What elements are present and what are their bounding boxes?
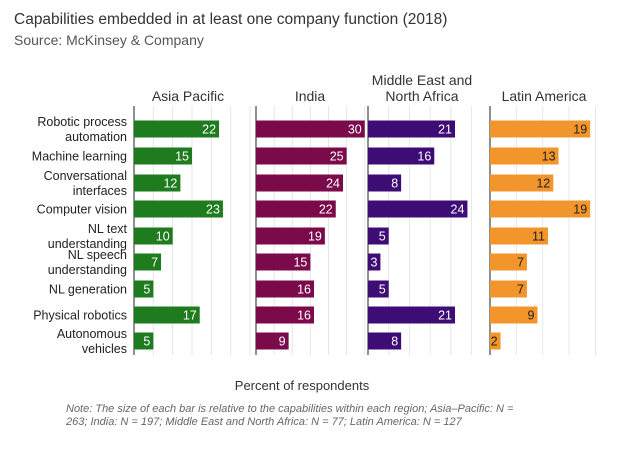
- panel-title: India: [295, 88, 326, 104]
- bar-value-label: 9: [528, 309, 535, 323]
- bar-value-label: 19: [308, 230, 322, 244]
- bar-value-label: 7: [517, 283, 524, 297]
- panel-title: Asia Pacific: [152, 88, 224, 104]
- bar: [368, 174, 402, 192]
- bar-value-label: 16: [417, 150, 431, 164]
- panel-title: Latin America: [502, 88, 587, 104]
- bar-value-label: 21: [438, 123, 452, 137]
- bar-value-label: 2: [491, 335, 498, 349]
- category-label: Physical robotics: [33, 309, 127, 323]
- panel-2: Middle East and North Africa 21 16 8 24 535 21 8: [367, 72, 472, 355]
- bar: [368, 147, 435, 165]
- bar-value-label: 5: [143, 335, 150, 349]
- bar: [490, 147, 559, 165]
- bar: [368, 280, 389, 298]
- footnote-line: Note: The size of each bar is relative t…: [66, 403, 514, 415]
- bar: [368, 332, 402, 350]
- bar: [490, 306, 538, 324]
- bar: [134, 120, 220, 138]
- category-label: Robotic process automation: [37, 115, 127, 144]
- bar-value-label: 11: [532, 230, 545, 244]
- bar: [134, 227, 173, 245]
- bar-value-label: 9: [279, 335, 286, 349]
- bar: [256, 280, 314, 298]
- bar: [134, 253, 162, 271]
- bar: [256, 253, 311, 271]
- bar-value-label: 5: [379, 230, 386, 244]
- bar: [368, 120, 455, 138]
- bar-value-label: 17: [183, 309, 197, 323]
- bar: [256, 332, 289, 350]
- bar-value-label: 12: [163, 177, 177, 191]
- bar-value-label: 15: [293, 256, 307, 270]
- bar-value-label: 12: [536, 177, 550, 191]
- bar-value-label: 24: [326, 177, 340, 191]
- bar-value-label: 23: [206, 203, 220, 217]
- bar: [256, 120, 365, 138]
- bar: [134, 147, 192, 165]
- bar: [256, 227, 325, 245]
- bar: [490, 332, 501, 350]
- bar: [256, 200, 336, 218]
- panel-title: Middle East and North Africa: [372, 72, 472, 104]
- bar-value-label: 15: [175, 150, 189, 164]
- bar: [490, 280, 527, 298]
- chart-subtitle: Source: McKinsey & Company: [14, 32, 204, 48]
- bar: [490, 200, 591, 218]
- category-label: NL speech understanding: [48, 248, 127, 277]
- chart-title: Capabilities embedded in at least one co…: [14, 11, 447, 28]
- bar: [490, 227, 548, 245]
- bar: [368, 200, 468, 218]
- bar: [256, 147, 347, 165]
- bar-value-label: 22: [202, 123, 216, 137]
- category-label: Conversational interfaces: [44, 169, 127, 198]
- bar-value-label: 19: [573, 203, 587, 217]
- x-axis-label: Percent of respondents: [235, 378, 370, 393]
- footnote: Note: The size of each bar is relative t…: [65, 403, 514, 428]
- bar-value-label: 30: [348, 123, 362, 137]
- bar: [134, 306, 200, 324]
- bar-value-label: 19: [573, 123, 587, 137]
- category-labels: Robotic process automation Machine learnin…: [32, 115, 128, 356]
- bar-value-label: 10: [156, 230, 170, 244]
- bar-value-label: 5: [379, 283, 386, 297]
- bar-value-label: 16: [297, 283, 311, 297]
- panels: Asia Pacific221512231075175India30252422…: [133, 72, 596, 355]
- bar: [134, 200, 223, 218]
- bar: [490, 120, 591, 138]
- bar: [368, 253, 381, 271]
- bar: [368, 306, 455, 324]
- bar: [368, 227, 389, 245]
- category-label: Autonomous vehicles: [57, 327, 127, 356]
- bar: [134, 280, 154, 298]
- category-label: Computer vision: [37, 203, 127, 217]
- category-label: Machine learning: [32, 150, 127, 164]
- bar: [490, 253, 527, 271]
- bar-value-label: 7: [517, 256, 524, 270]
- footnote-line: 263; India: N = 197; Middle East and Nor…: [65, 416, 463, 428]
- bar: [134, 332, 154, 350]
- bar-value-label: 21: [438, 309, 452, 323]
- bar: [256, 174, 343, 192]
- bar-value-label: 25: [330, 150, 344, 164]
- bar-value-label: 8: [391, 335, 398, 349]
- bar-value-label: 13: [542, 150, 556, 164]
- bar-value-label: 16: [297, 309, 311, 323]
- bar-value-label: 24: [451, 203, 465, 217]
- bar-value-label: 8: [391, 177, 398, 191]
- bar: [256, 306, 314, 324]
- bar-value-label: 22: [319, 203, 333, 217]
- bar-value-label: 7: [151, 256, 158, 270]
- bar-value-label: 3: [370, 256, 377, 270]
- bar: [134, 174, 181, 192]
- category-label: NL text understanding: [48, 222, 128, 251]
- bar: [490, 174, 554, 192]
- bar-value-label: 5: [143, 283, 150, 297]
- category-label: NL generation: [49, 283, 127, 297]
